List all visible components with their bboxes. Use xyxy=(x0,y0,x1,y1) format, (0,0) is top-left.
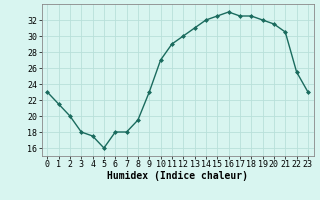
X-axis label: Humidex (Indice chaleur): Humidex (Indice chaleur) xyxy=(107,171,248,181)
